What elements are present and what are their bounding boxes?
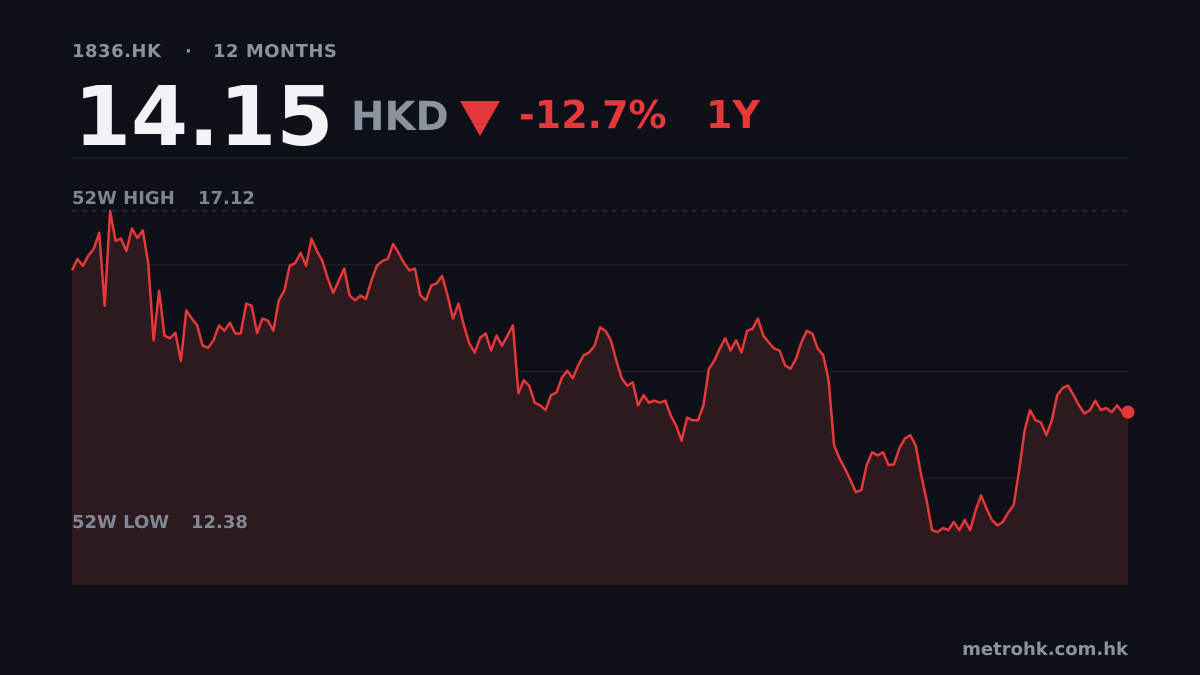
currency: HKD — [351, 94, 449, 140]
separator: · — [185, 41, 192, 62]
down-arrow — [460, 101, 500, 136]
price: 14.15 — [74, 70, 333, 165]
low-value: 12.38 — [191, 512, 248, 533]
ticker: 1836.HK — [72, 41, 162, 62]
source: metrohk.com.hk — [962, 639, 1129, 660]
change: -12.7% — [519, 93, 667, 137]
last-point — [1121, 405, 1135, 419]
area — [72, 210, 1128, 585]
high-label: 52W HIGH — [72, 188, 175, 209]
low-label: 52W LOW — [72, 512, 169, 533]
high-value: 17.12 — [198, 188, 255, 209]
price-line — [70, 209, 1128, 534]
change-period: 1Y — [706, 93, 760, 137]
period: 12 MONTHS — [213, 41, 337, 62]
